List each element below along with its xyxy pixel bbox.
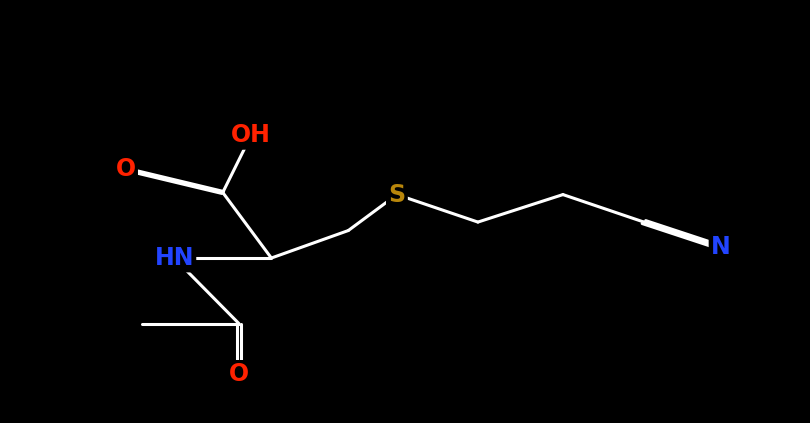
Text: O: O <box>116 157 135 181</box>
Text: OH: OH <box>231 124 271 147</box>
Text: S: S <box>388 183 406 206</box>
Text: O: O <box>229 363 249 386</box>
Text: N: N <box>711 236 731 259</box>
Text: HN: HN <box>155 246 194 270</box>
